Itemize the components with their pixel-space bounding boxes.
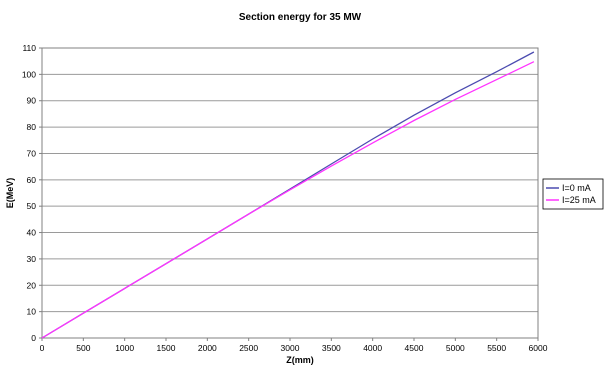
plot-area xyxy=(41,47,539,339)
x-tick-label: 4500 xyxy=(405,343,424,353)
series-lines xyxy=(41,51,535,339)
y-tick-label: 100 xyxy=(22,69,36,79)
x-tick-label: 500 xyxy=(76,343,90,353)
legend-label: I=0 mA xyxy=(562,183,591,193)
y-tick-label: 110 xyxy=(22,43,36,53)
x-tick-label: 1500 xyxy=(157,343,176,353)
y-tick-label: 80 xyxy=(27,122,37,132)
x-tick-label: 2500 xyxy=(239,343,258,353)
y-tick-label: 10 xyxy=(27,307,37,317)
legend-label: I=25 mA xyxy=(562,195,596,205)
x-axis-ticks: 0 500 1000 1500 2000 2500 3000 3500 4000 4500 5000… xyxy=(40,338,548,353)
x-tick-label: 5000 xyxy=(446,343,465,353)
y-tick-label: 40 xyxy=(27,228,37,238)
series-line-i25ma xyxy=(41,61,535,339)
chart-title: Section energy for 35 MW xyxy=(239,12,362,23)
x-tick-label: 5500 xyxy=(487,343,506,353)
y-tick-label: 60 xyxy=(27,175,37,185)
x-tick-label: 3500 xyxy=(322,343,341,353)
y-tick-label: 90 xyxy=(27,96,37,106)
y-tick-label: 20 xyxy=(27,280,37,290)
x-tick-label: 3000 xyxy=(281,343,300,353)
y-tick-label: 50 xyxy=(27,201,37,211)
x-tick-label: 2000 xyxy=(198,343,217,353)
y-tick-label: 70 xyxy=(27,148,37,158)
legend: I=0 mA I=25 mA xyxy=(542,178,604,210)
x-axis-label: Z(mm) xyxy=(286,355,314,365)
y-tick-label: 30 xyxy=(27,254,37,264)
x-tick-label: 4000 xyxy=(363,343,382,353)
x-tick-label: 1000 xyxy=(115,343,134,353)
y-axis-label: E(MeV) xyxy=(5,178,15,209)
y-tick-label: 0 xyxy=(31,333,36,343)
series-line-i0ma xyxy=(41,51,535,339)
gridlines xyxy=(42,47,538,339)
y-axis-ticks: 0 10 20 30 40 50 60 70 80 90 100 110 xyxy=(22,43,42,343)
x-tick-label: 6000 xyxy=(529,343,548,353)
x-tick-label: 0 xyxy=(40,343,45,353)
legend-box xyxy=(542,178,604,210)
